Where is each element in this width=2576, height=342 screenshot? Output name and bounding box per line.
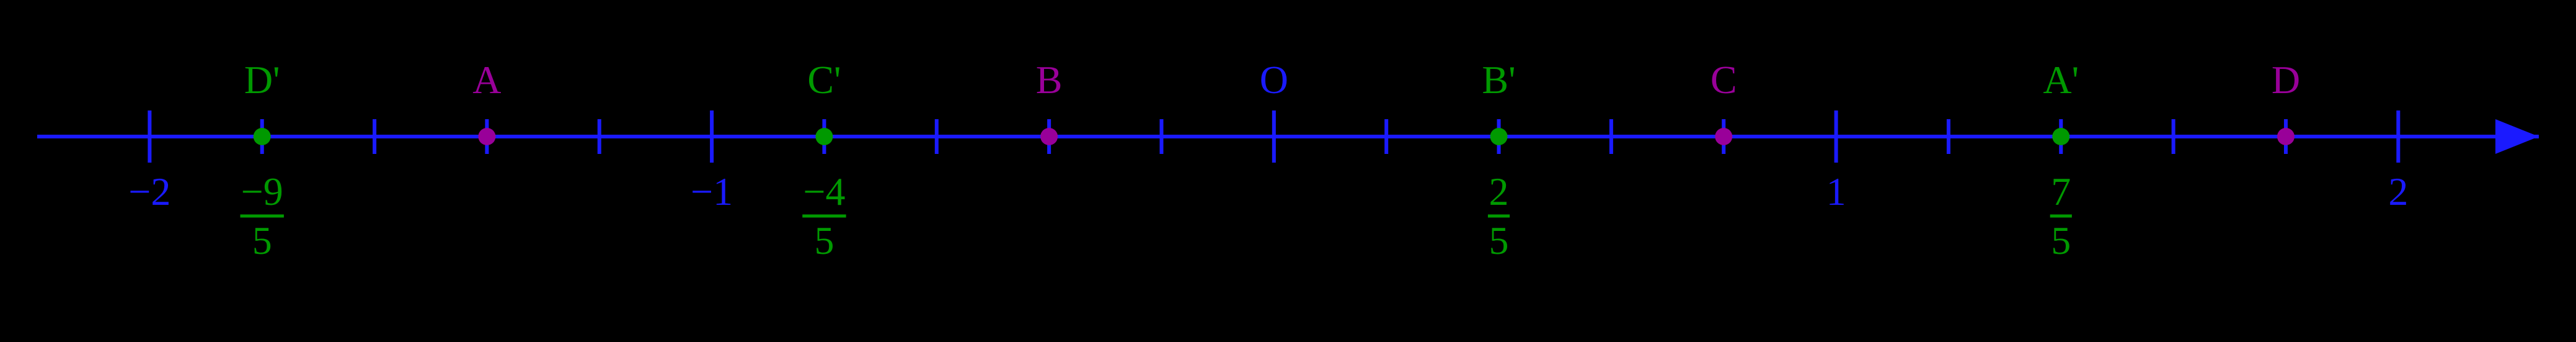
point-label: D' — [244, 58, 280, 102]
point-marker — [2277, 128, 2295, 145]
background — [0, 0, 2576, 342]
point-marker — [815, 128, 833, 145]
point-marker — [1490, 128, 1508, 145]
tick-label: 1 — [1826, 169, 1846, 214]
fraction-numerator: −4 — [803, 169, 845, 214]
point-label: B — [1036, 58, 1063, 102]
point-label: A' — [2043, 58, 2079, 102]
point-marker — [254, 128, 271, 145]
point-label: O — [1260, 58, 1288, 102]
point-marker — [1040, 128, 1058, 145]
fraction-denominator: 5 — [814, 218, 834, 263]
point-label: C' — [807, 58, 841, 102]
point-label: C — [1711, 58, 1737, 102]
fraction-numerator: 7 — [2051, 169, 2071, 214]
point-label: A — [472, 58, 501, 102]
fraction-denominator: 5 — [1489, 218, 1509, 263]
point-marker — [2052, 128, 2069, 145]
fraction-denominator: 5 — [2051, 218, 2071, 263]
point-label: B' — [1482, 58, 1515, 102]
fraction-denominator: 5 — [252, 218, 272, 263]
tick-label: 2 — [2388, 169, 2408, 214]
tick-label: −1 — [691, 169, 733, 214]
point-marker — [1715, 128, 1732, 145]
tick-label: −2 — [128, 169, 170, 214]
point-marker — [478, 128, 495, 145]
point-label: D — [2272, 58, 2300, 102]
fraction-numerator: 2 — [1489, 169, 1509, 214]
fraction-numerator: −9 — [241, 169, 283, 214]
numberline-diagram: −2−112D'−95AC'−45BOB'25CA'75D — [0, 0, 2576, 342]
